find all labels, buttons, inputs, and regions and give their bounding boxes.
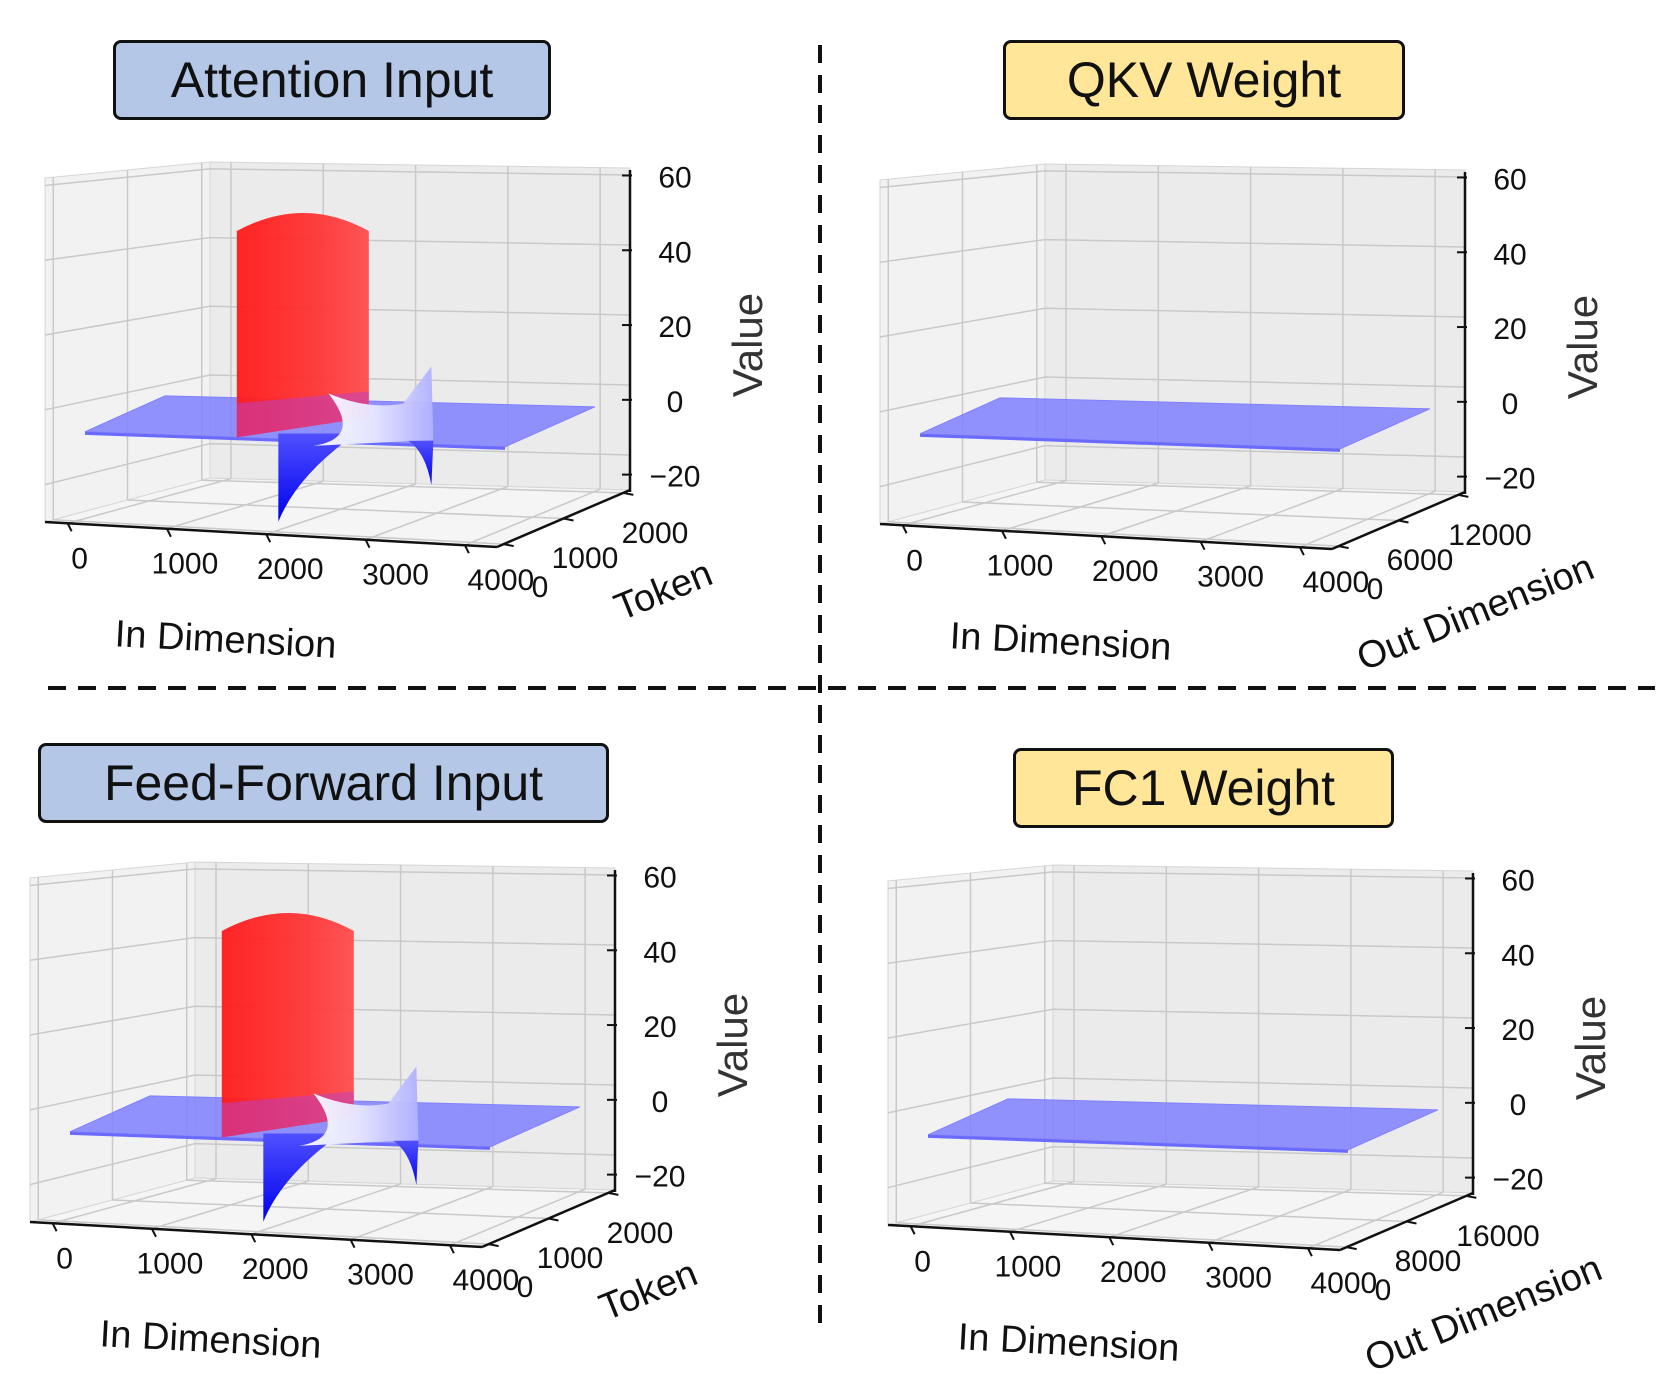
x-tick-label: 4000: [1302, 566, 1369, 599]
panel-qkv-weight: 0 1000 2000 3000 400006000120006040200−20In …: [879, 163, 1606, 679]
x-tick-label: 3000: [1205, 1262, 1272, 1295]
z-axis-label: Value: [1567, 996, 1614, 1100]
x-tick-label: 1000: [987, 550, 1054, 583]
z-tick-label: 60: [643, 861, 676, 894]
z-tick-label: 20: [658, 311, 691, 344]
z-tick-label: 20: [643, 1011, 676, 1044]
panel-fc1-weight: 0 1000 2000 3000 400008000160006040200−20In …: [887, 864, 1614, 1375]
x-tick-label: 0: [56, 1242, 73, 1275]
x-tick-label: 1000: [152, 548, 219, 581]
x-axis-label: In Dimension: [99, 1313, 323, 1367]
z-tick-label: 0: [1510, 1089, 1527, 1122]
x-axis-line: [29, 1220, 483, 1249]
z-tick-label: −20: [1485, 463, 1536, 496]
panel-title-fc1-weight: FC1 Weight: [1013, 748, 1394, 828]
surface-edge: [920, 433, 1340, 452]
z-tick-label: 0: [652, 1086, 669, 1119]
z-tick-label: 40: [1493, 238, 1526, 271]
outlier-blue-spike: [393, 1140, 419, 1186]
x-axis-label: In Dimension: [957, 1316, 1181, 1370]
y-axis-label: Token: [594, 1252, 704, 1329]
outlier-white-spike: [298, 1066, 419, 1146]
y-tick-label: 0: [1367, 573, 1384, 606]
z-tick-label: −20: [650, 461, 701, 494]
grid-lines: [887, 865, 1474, 1249]
surface: [927, 1098, 1439, 1153]
grid-lines: [29, 862, 616, 1246]
z-tick-label: 20: [1493, 313, 1526, 346]
x-axis-label: In Dimension: [114, 613, 338, 667]
z-tick-label: 0: [1502, 388, 1519, 421]
y-tick-label: 12000: [1448, 519, 1531, 552]
x-tick-label: 2000: [1100, 1256, 1167, 1289]
z-axis-label: Value: [709, 993, 756, 1097]
x-axis-line: [887, 1223, 1341, 1252]
y-tick-label: 2000: [622, 517, 689, 550]
y-tick-label: 2000: [607, 1217, 674, 1250]
x-tick-label: 4000: [1310, 1267, 1377, 1300]
z-tick-label: 40: [658, 236, 691, 269]
y-tick-label: 0: [1375, 1274, 1392, 1307]
x-axis-label: In Dimension: [949, 615, 1173, 669]
z-tick-label: 40: [1501, 939, 1534, 972]
x-tick-label: 0: [906, 544, 923, 577]
y-tick-label: 1000: [552, 542, 619, 575]
y-tick-label: 16000: [1456, 1220, 1539, 1253]
z-tick-label: 60: [1501, 864, 1534, 897]
y-tick-label: 0: [532, 571, 549, 604]
z-axis-label: Value: [1559, 295, 1606, 399]
z-tick-label: −20: [1493, 1164, 1544, 1197]
x-tick-label: 3000: [1197, 561, 1264, 594]
x-tick-label: 2000: [257, 553, 324, 586]
panel-title-feed-forward-input: Feed-Forward Input: [38, 743, 609, 823]
z-tick-label: 60: [1493, 163, 1526, 196]
x-tick-label: 0: [914, 1245, 931, 1278]
outlier-blue-spike: [408, 440, 434, 486]
z-tick-label: 40: [643, 936, 676, 969]
z-tick-label: −20: [635, 1161, 686, 1194]
x-axis-line: [44, 520, 498, 549]
panel-title-qkv-weight: QKV Weight: [1003, 40, 1405, 120]
outlier-blue-spike: [278, 433, 346, 522]
grid-lines: [879, 164, 1466, 548]
surface-edge: [928, 1134, 1348, 1153]
x-tick-label: 3000: [347, 1259, 414, 1292]
panel-title-attention-input: Attention Input: [113, 40, 551, 120]
y-tick-label: 6000: [1387, 544, 1454, 577]
z-tick-label: 60: [658, 161, 691, 194]
x-tick-label: 4000: [452, 1264, 519, 1297]
x-tick-label: 1000: [995, 1251, 1062, 1284]
x-tick-label: 2000: [242, 1253, 309, 1286]
surface-plane: [927, 1098, 1439, 1151]
x-axis-line: [879, 522, 1333, 551]
x-tick-label: 0: [71, 542, 88, 575]
outlier-blue-spike: [263, 1133, 331, 1222]
x-tick-label: 4000: [467, 564, 534, 597]
z-axis-label: Value: [724, 293, 771, 397]
x-tick-label: 2000: [1092, 555, 1159, 588]
surface: [919, 397, 1431, 452]
z-tick-label: 20: [1501, 1014, 1534, 1047]
x-tick-label: 1000: [137, 1248, 204, 1281]
y-tick-label: 1000: [537, 1242, 604, 1275]
z-tick-label: 0: [667, 386, 684, 419]
outlier-white-spike: [313, 366, 434, 446]
x-tick-label: 3000: [362, 559, 429, 592]
y-axis-label: Token: [609, 552, 719, 629]
y-tick-label: 8000: [1395, 1245, 1462, 1278]
y-tick-label: 0: [517, 1271, 534, 1304]
